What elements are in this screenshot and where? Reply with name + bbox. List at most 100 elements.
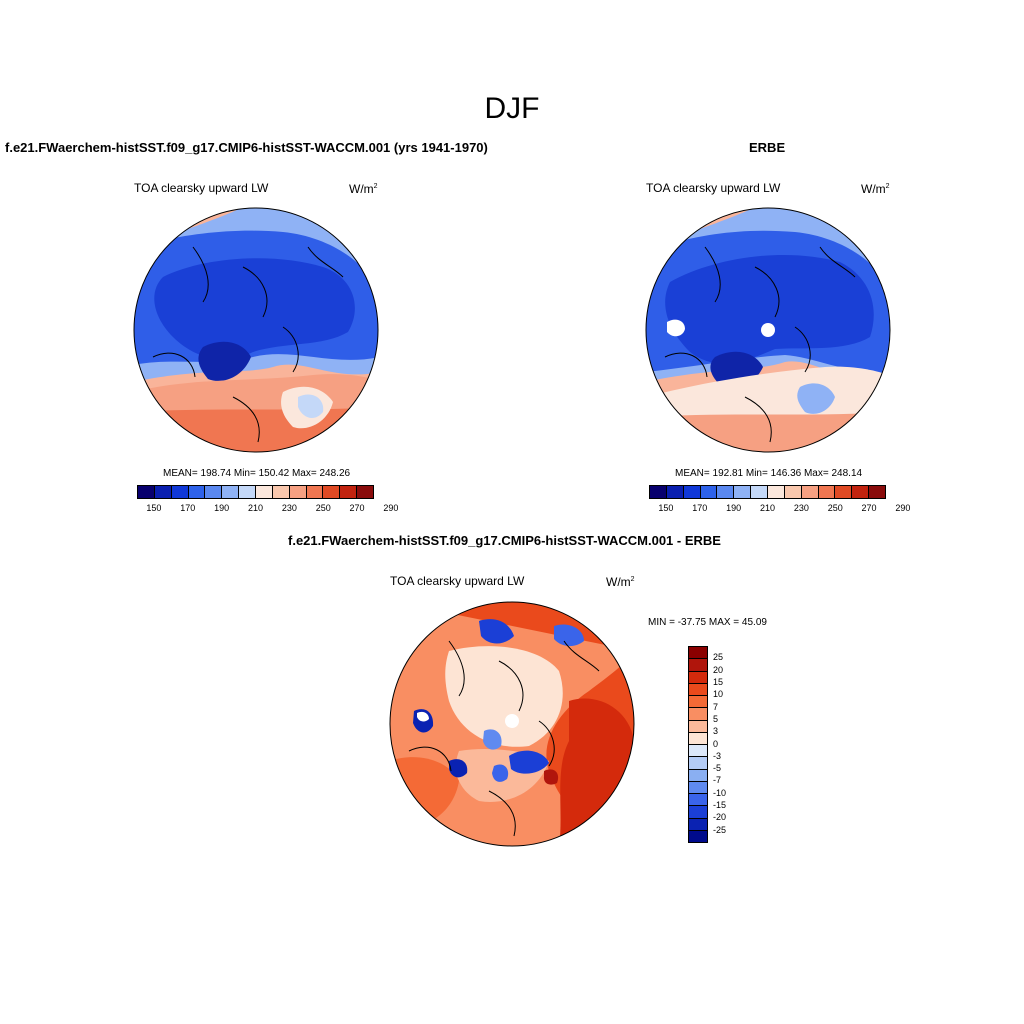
diff-field-blue-c2 — [509, 750, 549, 774]
model-colorbar-swatch — [239, 486, 257, 498]
obs-colorbar-swatch — [650, 486, 667, 498]
diff-field-blue-c3 — [449, 759, 468, 778]
model-colorbar-swatch — [306, 486, 324, 498]
diff-panel-title: f.e21.FWaerchem-histSST.f09_g17.CMIP6-hi… — [288, 533, 721, 548]
diff-colorbar-swatch — [689, 708, 707, 721]
obs-colorbar-swatch — [734, 486, 752, 498]
diff-field-blue-n1 — [479, 619, 514, 644]
diff-polar-map — [389, 601, 635, 847]
diff-colorbar-tick-label: -15 — [713, 800, 727, 811]
obs-field-deep-blue — [665, 254, 874, 364]
model-variable-label: TOA clearsky upward LW — [134, 181, 269, 195]
obs-colorbar-swatch — [784, 486, 802, 498]
model-field-deep-blue — [154, 258, 355, 360]
model-colorbar-tick-label: 230 — [281, 503, 297, 513]
diff-units-label: W/m2 — [606, 575, 635, 589]
model-polar-map — [133, 207, 379, 453]
model-colorbar-swatch — [222, 486, 240, 498]
diff-colorbar-swatch — [689, 732, 707, 745]
model-colorbar-swatch — [323, 486, 341, 498]
model-colorbar-swatch — [205, 486, 223, 498]
obs-missing-data-pole — [761, 323, 775, 337]
diff-colorbar-swatch — [689, 806, 707, 819]
diff-colorbar-swatch — [689, 781, 707, 794]
model-colorbar-swatch — [256, 486, 273, 498]
obs-colorbar-tick-label: 230 — [793, 503, 809, 513]
model-colorbar-tick-label: 250 — [315, 503, 331, 513]
model-colorbar-tick-label: 270 — [349, 503, 365, 513]
obs-colorbar-tick-label: 210 — [759, 503, 776, 513]
model-colorbar-swatch — [188, 486, 206, 498]
diff-colorbar-tick-label: -25 — [713, 824, 727, 835]
obs-colorbar-swatch — [717, 486, 735, 498]
main-title: DJF — [484, 92, 540, 125]
diff-colorbar-swatch — [689, 830, 707, 842]
diff-field-darkred-c5 — [543, 769, 559, 785]
diff-colorbar-swatch — [689, 720, 707, 733]
model-colorbar-swatch — [357, 486, 374, 498]
obs-colorbar-swatch — [666, 486, 684, 498]
model-coastlines — [152, 246, 344, 443]
obs-statistics: MEAN= 192.81 Min= 146.36 Max= 248.14 — [675, 468, 863, 479]
diff-colorbar-tick-label: 3 — [713, 726, 719, 737]
obs-colorbar-swatch — [801, 486, 819, 498]
diff-colorbar-tick-label: 0 — [713, 738, 719, 749]
obs-field-lightblue-patch — [797, 383, 835, 414]
model-colorbar-swatch — [272, 486, 290, 498]
obs-panel-title: ERBE — [749, 140, 786, 155]
diff-colorbar-tick-label: 7 — [713, 701, 719, 712]
obs-colorbar — [649, 485, 886, 499]
diff-variable-label: TOA clearsky upward LW — [390, 574, 525, 588]
diff-colorbar-tick-label: 5 — [713, 713, 719, 724]
diff-field-pale-center — [445, 646, 563, 747]
model-colorbar-swatch — [154, 486, 172, 498]
diff-missing-data-greenland — [417, 711, 429, 722]
model-colorbar-tick-label: 150 — [146, 503, 162, 513]
diff-colorbar-swatch — [689, 647, 707, 660]
model-colorbar-ticks: 150 170 190 210 230 250 270 290 — [137, 503, 398, 515]
obs-colorbar-swatch — [683, 486, 701, 498]
diff-field-blue-c1 — [483, 729, 502, 750]
model-units-label: W/m2 — [349, 182, 378, 196]
diff-colorbar-tick-label: -5 — [713, 763, 722, 774]
diff-colorbar-tick-label: -7 — [713, 775, 722, 786]
model-colorbar-tick-label: 290 — [383, 503, 399, 513]
diff-min-max: MIN = -37.75 MAX = 45.09 — [648, 617, 767, 628]
diff-colorbar-swatch — [689, 745, 707, 758]
obs-colorbar-swatch — [818, 486, 836, 498]
obs-variable-label: TOA clearsky upward LW — [646, 181, 781, 195]
obs-colorbar-swatch — [835, 486, 853, 498]
diff-colorbar-swatch — [689, 671, 707, 684]
diff-colorbar-swatch — [689, 818, 707, 831]
model-colorbar — [137, 485, 374, 499]
obs-colorbar-tick-label: 150 — [658, 503, 674, 513]
diff-missing-data-pole — [505, 714, 519, 728]
diff-field-blue-c4 — [492, 764, 509, 782]
obs-colorbar-swatch — [768, 486, 785, 498]
model-colorbar-swatch — [171, 486, 189, 498]
model-statistics: MEAN= 198.74 Min= 150.42 Max= 248.26 — [163, 468, 351, 479]
diff-colorbar-tick-label: 25 — [713, 652, 724, 663]
diff-colorbar-swatch — [689, 683, 707, 696]
obs-polar-map — [645, 207, 891, 453]
model-colorbar-tick-label: 170 — [180, 503, 196, 513]
diff-map-border — [389, 601, 635, 847]
model-colorbar-swatch — [340, 486, 358, 498]
obs-colorbar-swatch — [751, 486, 769, 498]
diff-colorbar-swatch — [689, 757, 707, 770]
model-map-border — [133, 207, 379, 453]
obs-units-label: W/m2 — [861, 182, 890, 196]
diff-colorbar-ticks: 25 20 15 10 7 5 3 0 -3 -5 -7 -10 -15 -20 -25 — [713, 646, 753, 843]
diff-colorbar-swatch — [689, 794, 707, 807]
model-field-lightblue-patch — [298, 394, 324, 419]
diff-colorbar-swatch — [689, 769, 707, 782]
obs-map-border — [645, 207, 891, 453]
obs-coastlines — [664, 246, 856, 443]
diff-colorbar-swatch — [689, 696, 707, 709]
diff-coastlines — [408, 640, 600, 837]
obs-colorbar-tick-label: 250 — [827, 503, 843, 513]
diff-colorbar-tick-label: 20 — [713, 664, 724, 675]
model-colorbar-swatch — [289, 486, 307, 498]
diff-colorbar-swatch — [689, 659, 707, 672]
diff-field-blue-n2 — [554, 624, 584, 647]
